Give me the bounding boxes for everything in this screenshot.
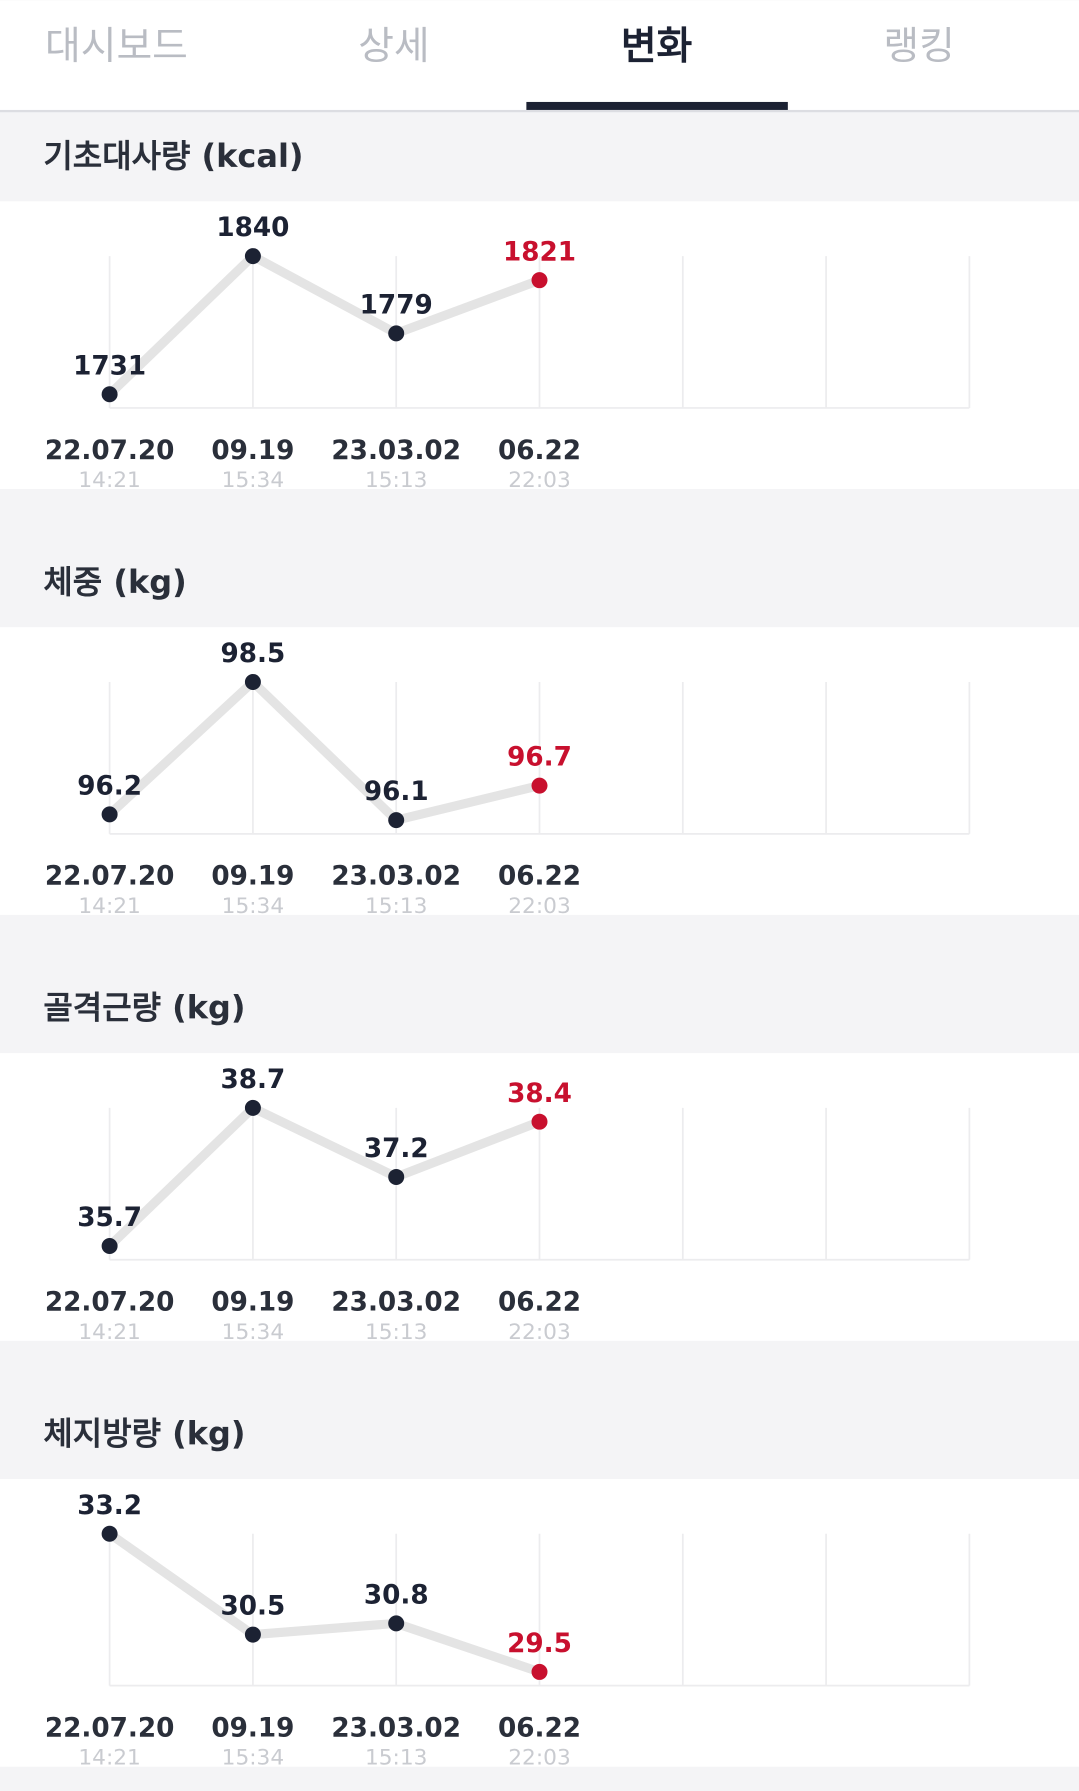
time-label: 15:34 <box>222 468 285 493</box>
date-label: 22.07.20 <box>45 862 175 892</box>
date-label: 23.03.02 <box>331 1288 461 1318</box>
trend-line <box>105 677 545 825</box>
time-label: 14:21 <box>78 1746 141 1771</box>
value-label: 96.1 <box>364 777 429 807</box>
data-point <box>388 812 405 829</box>
time-label: 22:03 <box>508 468 571 493</box>
time-label: 15:34 <box>222 1746 285 1771</box>
data-point <box>388 325 405 342</box>
chart-title: 체중 (kg) <box>43 563 186 601</box>
tab[interactable]: 변화 <box>621 24 693 69</box>
value-label: 1840 <box>216 213 289 243</box>
tab-divider <box>0 109 1079 113</box>
data-point <box>531 272 548 289</box>
chart-title: 골격근량 (kg) <box>43 989 245 1027</box>
data-point <box>101 1238 118 1255</box>
tab[interactable]: 랭킹 <box>883 24 954 69</box>
date-label: 22.07.20 <box>45 436 175 466</box>
value-label: 96.7 <box>507 743 572 773</box>
date-label: 09.19 <box>211 1714 294 1744</box>
chart-title: 기초대사량 (kcal) <box>43 137 303 175</box>
date-label: 06.22 <box>498 862 581 892</box>
data-point <box>388 1168 405 1185</box>
value-label: 98.5 <box>221 639 286 669</box>
date-label: 09.19 <box>211 1288 294 1318</box>
date-label: 09.19 <box>211 862 294 892</box>
data-point <box>531 777 548 794</box>
date-label: 09.19 <box>211 436 294 466</box>
time-label: 22:03 <box>508 1746 571 1771</box>
data-point <box>531 1113 548 1130</box>
date-label: 06.22 <box>498 1714 581 1744</box>
trend-line <box>105 251 545 399</box>
date-label: 06.22 <box>498 436 581 466</box>
date-label: 22.07.20 <box>45 1288 175 1318</box>
time-label: 15:13 <box>365 894 428 919</box>
tab[interactable]: 대시보드 <box>45 24 188 69</box>
time-label: 15:34 <box>222 1320 285 1345</box>
value-label: 35.7 <box>77 1203 142 1233</box>
trend-line <box>105 1529 545 1677</box>
tab-indicator <box>526 101 788 110</box>
value-label: 96.2 <box>77 771 142 801</box>
date-label: 23.03.02 <box>331 436 461 466</box>
value-label: 30.5 <box>221 1592 286 1622</box>
time-label: 15:13 <box>365 468 428 493</box>
value-label: 1779 <box>360 291 433 321</box>
value-label: 38.4 <box>507 1079 572 1109</box>
value-label: 1821 <box>503 237 576 267</box>
time-label: 22:03 <box>508 1320 571 1345</box>
data-point <box>244 248 261 265</box>
value-label: 29.5 <box>507 1629 572 1659</box>
time-label: 14:21 <box>78 1320 141 1345</box>
data-point <box>244 1626 261 1643</box>
time-label: 15:13 <box>365 1746 428 1771</box>
data-point <box>244 673 261 690</box>
time-label: 22:03 <box>508 894 571 919</box>
time-label: 14:21 <box>78 468 141 493</box>
data-point <box>101 386 118 403</box>
data-point <box>531 1663 548 1680</box>
data-point <box>101 806 118 823</box>
value-label: 38.7 <box>221 1065 286 1095</box>
data-point <box>244 1099 261 1116</box>
date-label: 06.22 <box>498 1288 581 1318</box>
time-label: 14:21 <box>78 894 141 919</box>
tab[interactable]: 상세 <box>358 24 429 69</box>
data-point <box>388 1615 405 1632</box>
chart-title: 체지방량 (kg) <box>43 1415 245 1453</box>
data-point <box>101 1525 118 1542</box>
value-label: 37.2 <box>364 1134 429 1164</box>
tab-bar <box>0 0 1079 112</box>
date-label: 23.03.02 <box>331 862 461 892</box>
value-label: 33.2 <box>77 1491 142 1521</box>
value-label: 30.8 <box>364 1580 429 1610</box>
date-label: 23.03.02 <box>331 1714 461 1744</box>
time-label: 15:34 <box>222 894 285 919</box>
date-label: 22.07.20 <box>45 1714 175 1744</box>
time-label: 15:13 <box>365 1320 428 1345</box>
trend-line <box>105 1103 545 1251</box>
value-label: 1731 <box>73 351 146 381</box>
